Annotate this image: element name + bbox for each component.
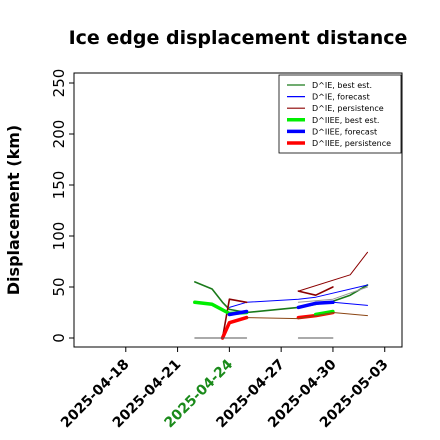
y-tick-label: 150 <box>50 171 68 200</box>
series-line-10 <box>220 315 249 340</box>
legend-label: D^IIEE, best est. <box>312 116 379 125</box>
y-tick-label: 100 <box>50 222 68 251</box>
chart-title: Ice edge displacement distance <box>69 27 408 49</box>
y-axis: 0 50 100 150 200 250 <box>50 69 74 343</box>
series-line-2 <box>228 284 368 308</box>
y-tick-label: 0 <box>50 333 68 343</box>
legend-box <box>278 74 402 154</box>
series-line-5 <box>297 286 334 297</box>
series-line-13 <box>246 312 368 320</box>
legend-label: D^IE, forecast <box>312 93 370 102</box>
series-line-3 <box>297 251 368 292</box>
series-line-4 <box>221 298 248 339</box>
y-axis-label: Displacement (km) <box>4 125 23 295</box>
series-group <box>193 251 369 340</box>
legend-label: D^IIEE, forecast <box>312 127 377 136</box>
legend: D^IE, best est. D^IE, forecast D^IE, persi… <box>278 74 402 154</box>
series-line-14 <box>297 286 368 303</box>
series-line-7 <box>227 309 249 317</box>
legend-label: D^IE, persistence <box>312 104 384 113</box>
legend-label: D^IE, best est. <box>312 81 372 90</box>
x-axis: 2025-04-182025-04-212025-04-242025-04-27… <box>58 347 392 431</box>
plot-area <box>73 72 403 348</box>
series-line-12 <box>313 309 335 317</box>
series-line-9 <box>332 301 368 306</box>
y-tick-label: 200 <box>50 120 68 149</box>
y-tick-label: 250 <box>50 69 68 98</box>
y-tick-label: 50 <box>50 277 68 296</box>
legend-label: D^IIEE, persistence <box>312 139 391 148</box>
series-line-8 <box>296 300 335 310</box>
